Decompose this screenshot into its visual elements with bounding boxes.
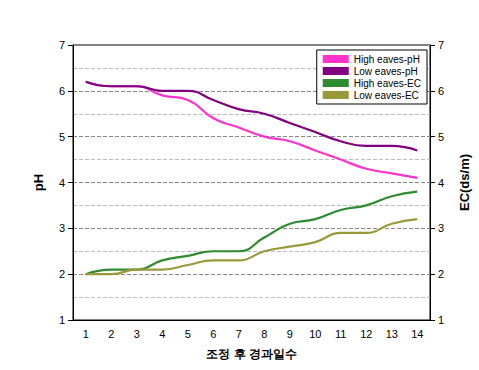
svg-text:3: 3 (59, 222, 65, 234)
svg-text:Low eaves-EC: Low eaves-EC (354, 90, 419, 101)
svg-text:11: 11 (335, 328, 346, 340)
svg-text:1: 1 (59, 314, 65, 326)
svg-text:6: 6 (438, 85, 444, 97)
svg-text:2: 2 (59, 268, 65, 280)
svg-text:Low eaves-pH: Low eaves-pH (354, 66, 418, 77)
svg-text:10: 10 (309, 328, 321, 340)
svg-text:5: 5 (438, 131, 444, 143)
svg-text:High eaves-EC: High eaves-EC (354, 78, 421, 89)
svg-text:조정 후 경과일수: 조정 후 경과일수 (206, 347, 297, 361)
svg-text:7: 7 (236, 328, 242, 340)
svg-text:1: 1 (438, 314, 444, 326)
svg-text:1: 1 (83, 328, 89, 340)
svg-text:7: 7 (438, 39, 444, 51)
svg-text:5: 5 (185, 328, 191, 340)
svg-text:14: 14 (411, 328, 423, 340)
svg-text:2: 2 (438, 268, 444, 280)
svg-text:7: 7 (59, 39, 65, 51)
svg-text:6: 6 (59, 85, 65, 97)
svg-text:EC(ds/m): EC(ds/m) (457, 154, 472, 211)
svg-text:12: 12 (360, 328, 372, 340)
svg-text:8: 8 (261, 328, 267, 340)
svg-text:4: 4 (159, 328, 165, 340)
svg-text:4: 4 (59, 177, 65, 189)
svg-text:High eaves-pH: High eaves-pH (354, 54, 420, 65)
svg-text:4: 4 (438, 177, 444, 189)
svg-text:3: 3 (134, 328, 140, 340)
svg-text:9: 9 (287, 328, 293, 340)
svg-text:13: 13 (386, 328, 398, 340)
svg-text:3: 3 (438, 222, 444, 234)
svg-text:5: 5 (59, 131, 65, 143)
svg-text:pH: pH (31, 174, 46, 191)
svg-text:6: 6 (210, 328, 216, 340)
svg-text:2: 2 (108, 328, 114, 340)
